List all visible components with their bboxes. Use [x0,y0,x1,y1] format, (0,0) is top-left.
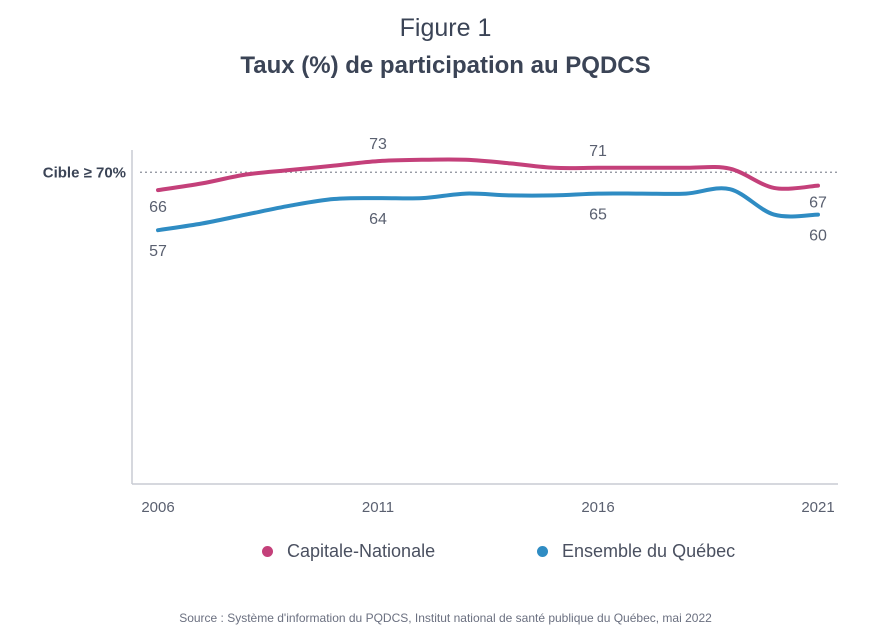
x-tick-label: 2011 [362,499,394,516]
figure-label: Figure 1 [399,14,492,42]
series-line-capitale-nationale [156,157,820,193]
legend-item-capitale-nationale: Capitale-Nationale [262,541,435,562]
x-tick-label: 2021 [801,499,834,516]
legend-item-ensemble-du-quebec: Ensemble du Québec [537,541,735,562]
data-label: 65 [589,207,607,224]
legend: Capitale-Nationale Ensemble du Québec [0,541,891,569]
target-label: Cible ≥ 70% [43,164,126,181]
legend-label: Ensemble du Québec [562,541,736,561]
data-label: 73 [369,136,387,153]
legend-swatch-ensemble-du-quebec [537,546,548,557]
chart-title: Taux (%) de participation au PQDCS [240,52,651,79]
data-label: 66 [149,199,167,216]
data-label: 64 [369,211,387,228]
legend-label: Capitale-Nationale [287,541,436,561]
series-line-ensemble-du-quebec [156,186,820,233]
x-tick-label: 2006 [141,499,174,516]
data-label: 67 [809,195,827,212]
source-note: Source : Système d'information du PQDCS,… [179,611,712,625]
legend-swatch-capitale-nationale [262,546,273,557]
data-label: 60 [809,228,827,245]
data-label: 71 [589,143,607,160]
x-tick-label: 2016 [581,499,614,516]
data-label: 57 [149,243,167,260]
